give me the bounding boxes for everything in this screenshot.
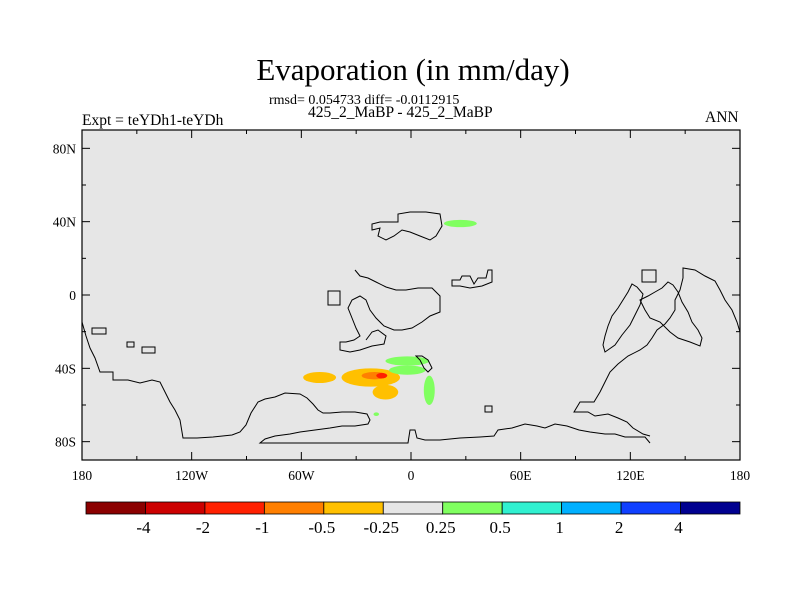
map-axes: 180 120W 60W 0 60E 120E 180 80N 40N 0 40S 80S xyxy=(53,129,751,483)
stats-line: rmsd= 0.054733 diff= -0.0112915 xyxy=(269,93,460,108)
colorbar-label: -2 xyxy=(196,518,210,537)
coastline-segment xyxy=(81,321,651,444)
anomaly-patch xyxy=(389,365,426,375)
anomaly-patch xyxy=(373,412,380,416)
colorbar-swatch xyxy=(501,501,563,515)
colorbar-swatch xyxy=(263,501,325,515)
colorbar-swatch xyxy=(204,501,265,515)
coastlines xyxy=(81,211,741,444)
colorbar-label: 1 xyxy=(555,518,564,537)
colorbar: -4 -2 -1 -0.5 -0.25 0.25 0.5 1 2 4 xyxy=(85,501,741,537)
colorbar-swatch xyxy=(620,501,681,515)
colorbar-label: -1 xyxy=(255,518,269,537)
colorbar-label: 2 xyxy=(615,518,624,537)
coastline-segment xyxy=(484,405,493,413)
colorbar-swatch xyxy=(561,501,622,515)
anomaly-patch xyxy=(376,372,388,379)
colorbar-label: 0.25 xyxy=(426,518,456,537)
x-tick-label: 60W xyxy=(288,468,315,483)
x-tick-label: 180 xyxy=(72,468,93,483)
case-subtitle: 425_2_MaBP - 425_2_MaBP xyxy=(308,104,493,121)
coastline-segment xyxy=(339,269,441,353)
colorbar-swatch xyxy=(442,501,503,515)
anomaly-patch xyxy=(303,372,337,383)
colorbar-label: 4 xyxy=(674,518,683,537)
plot-title: Evaporation (in mm/day) xyxy=(256,52,570,87)
anomaly-patch xyxy=(423,375,435,406)
coastline-segment xyxy=(641,269,657,283)
x-tick-label: 0 xyxy=(408,468,415,483)
coastline-segment xyxy=(639,281,703,347)
y-tick-label: 40S xyxy=(55,361,76,376)
colorbar-label: -0.5 xyxy=(308,518,335,537)
colorbar-label: -4 xyxy=(136,518,151,537)
y-tick-label: 0 xyxy=(69,288,76,303)
coastline-segment xyxy=(327,290,341,306)
coastline-segment xyxy=(573,267,741,437)
season-label: ANN xyxy=(705,109,739,126)
coastline-segment xyxy=(602,283,644,353)
y-tick-label: 80S xyxy=(55,435,76,450)
colorbar-swatch xyxy=(382,501,444,515)
anomaly-patch xyxy=(443,219,477,228)
map-layer xyxy=(82,130,740,460)
x-tick-label: 120W xyxy=(175,468,208,483)
colorbar-swatch xyxy=(323,501,384,515)
anomaly-patch xyxy=(385,356,430,366)
colorbar-swatch xyxy=(145,501,206,515)
colorbar-swatch xyxy=(85,501,146,515)
colorbar-label: 0.5 xyxy=(490,518,511,537)
y-tick-label: 40N xyxy=(53,215,77,230)
anomaly-patch xyxy=(372,384,399,400)
y-tick-label: 80N xyxy=(53,141,77,156)
coastline-segment xyxy=(371,211,443,241)
x-tick-label: 180 xyxy=(730,468,751,483)
coastline-segment xyxy=(414,355,433,373)
x-tick-label: 120E xyxy=(616,468,645,483)
coastline-segment xyxy=(451,269,493,289)
coastline-segment xyxy=(141,346,156,354)
x-tick-label: 60E xyxy=(510,468,532,483)
coastline-segment xyxy=(126,341,135,348)
map-background xyxy=(82,130,740,460)
colorbar-label: -0.25 xyxy=(364,518,399,537)
coastline-segment xyxy=(91,327,107,335)
experiment-label: Expt = teYDh1-teYDh xyxy=(82,112,224,129)
colorbar-swatch xyxy=(680,501,741,515)
